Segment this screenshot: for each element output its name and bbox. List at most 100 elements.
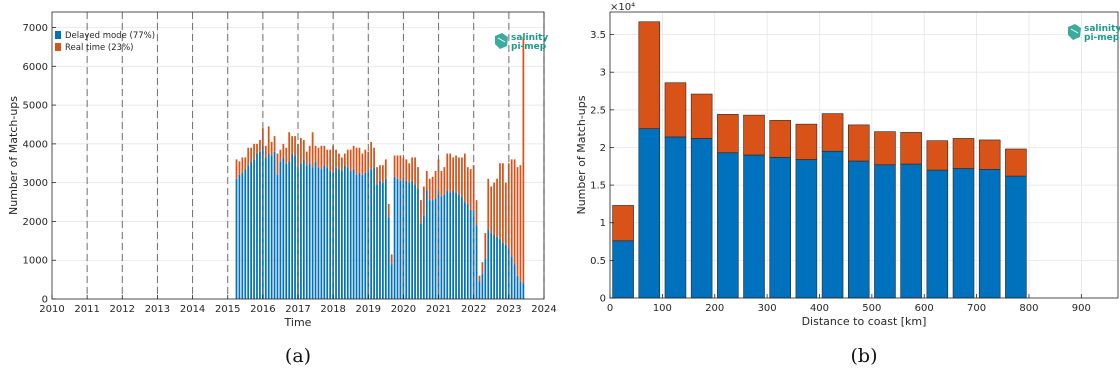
bar-realtime-a bbox=[256, 143, 258, 154]
bar-delayed-a bbox=[396, 178, 399, 299]
bar-delayed-a bbox=[235, 178, 238, 299]
y-tick-label-a: 1000 bbox=[23, 256, 48, 267]
bar-realtime-a bbox=[282, 143, 285, 158]
bar-realtime-a bbox=[466, 167, 469, 204]
bar-delayed-a bbox=[493, 235, 495, 299]
x-tick-label-a: 2020 bbox=[391, 304, 416, 315]
panel-label-a: (a) bbox=[285, 345, 311, 367]
bar-delayed-a bbox=[317, 167, 320, 299]
bar-realtime-a bbox=[270, 141, 273, 156]
y-tick-label-a: 7000 bbox=[23, 23, 48, 34]
bar-realtime-a bbox=[267, 126, 270, 154]
bar-delayed-b bbox=[664, 136, 687, 299]
bar-realtime-b bbox=[821, 113, 844, 152]
bar-delayed-a bbox=[475, 225, 478, 299]
bar-delayed-a bbox=[393, 176, 396, 299]
bar-realtime-a bbox=[522, 37, 525, 284]
bar-delayed-a bbox=[364, 172, 367, 299]
legend-a: Delayed mode (77%) Real time (23%) bbox=[55, 31, 155, 53]
bar-realtime-a bbox=[253, 143, 255, 160]
logo-text-line1: salinity bbox=[1084, 24, 1120, 34]
bar-delayed-a bbox=[343, 165, 346, 299]
bar-realtime-a bbox=[341, 157, 343, 172]
bar-realtime-a bbox=[463, 153, 466, 203]
y-tick-label-b: 2.5 bbox=[590, 105, 606, 116]
bar-delayed-a bbox=[238, 174, 241, 299]
bar-delayed-a bbox=[507, 248, 510, 299]
bar-realtime-a bbox=[437, 159, 440, 191]
x-tick-label-a: 2018 bbox=[320, 304, 345, 315]
bar-delayed-a bbox=[513, 264, 516, 299]
bar-realtime-a bbox=[458, 157, 460, 195]
bar-delayed-b bbox=[717, 152, 739, 299]
bar-realtime-a bbox=[317, 147, 320, 168]
bar-delayed-b bbox=[743, 154, 765, 299]
bar-delayed-a bbox=[279, 161, 282, 299]
bar-delayed-a bbox=[370, 169, 373, 299]
bar-delayed-a bbox=[463, 202, 466, 299]
bar-delayed-a bbox=[504, 244, 507, 299]
y-tick-label-a: 2000 bbox=[23, 217, 48, 228]
bar-realtime-a bbox=[417, 167, 419, 189]
bar-delayed-a bbox=[487, 229, 490, 299]
bar-delayed-a bbox=[259, 151, 261, 299]
bar-delayed-a bbox=[484, 258, 487, 299]
bar-delayed-a bbox=[443, 194, 446, 299]
bar-realtime-a bbox=[490, 186, 493, 234]
bar-realtime-a bbox=[305, 151, 308, 166]
bar-realtime-a bbox=[496, 178, 498, 237]
bar-realtime-b bbox=[795, 123, 818, 160]
bar-realtime-a bbox=[264, 145, 267, 158]
bar-realtime-a bbox=[516, 167, 519, 276]
bar-delayed-b bbox=[1005, 175, 1027, 299]
bar-realtime-a bbox=[478, 275, 481, 282]
bar-delayed-a bbox=[390, 264, 393, 299]
bar-delayed-a bbox=[305, 165, 308, 299]
bar-realtime-b bbox=[612, 205, 634, 242]
x-tick-label-b: 800 bbox=[1019, 303, 1038, 314]
bar-delayed-a bbox=[341, 171, 343, 299]
bar-realtime-a bbox=[405, 159, 408, 181]
x-tick-label-b: 0 bbox=[607, 303, 613, 314]
x-tick-label-b: 500 bbox=[862, 303, 881, 314]
x-tick-label-a: 2010 bbox=[39, 304, 64, 315]
x-tick-label-a: 2021 bbox=[426, 304, 451, 315]
bar-delayed-a bbox=[241, 172, 244, 299]
y-tick-label-a: 3000 bbox=[23, 178, 48, 189]
x-tick-label-a: 2023 bbox=[496, 304, 521, 315]
bar-realtime-b bbox=[1005, 148, 1027, 177]
bar-delayed-a bbox=[490, 233, 493, 299]
bar-delayed-a bbox=[455, 192, 457, 299]
bar-delayed-a bbox=[422, 215, 425, 299]
logo-vein-icon bbox=[497, 37, 506, 43]
bar-delayed-b bbox=[874, 164, 896, 299]
bar-realtime-a bbox=[469, 169, 472, 210]
bar-delayed-a bbox=[469, 209, 472, 299]
bar-realtime-b bbox=[952, 138, 975, 169]
bar-realtime-a bbox=[428, 178, 431, 201]
bar-delayed-a bbox=[326, 167, 329, 299]
x-tick-label-b: 600 bbox=[915, 303, 934, 314]
bar-delayed-a bbox=[253, 159, 255, 299]
bar-realtime-a bbox=[425, 171, 428, 191]
bar-delayed-a bbox=[420, 223, 422, 299]
bar-realtime-a bbox=[487, 178, 490, 230]
bar-realtime-a bbox=[443, 167, 446, 195]
bar-realtime-a bbox=[387, 203, 390, 218]
bar-delayed-a bbox=[358, 172, 361, 299]
bar-realtime-a bbox=[513, 159, 516, 265]
bar-delayed-a bbox=[408, 182, 411, 299]
bar-delayed-a bbox=[519, 281, 522, 299]
bar-delayed-a bbox=[414, 184, 416, 299]
bar-delayed-b bbox=[978, 169, 1001, 299]
bar-realtime-a bbox=[370, 141, 373, 170]
bar-realtime-b bbox=[664, 82, 687, 138]
bar-delayed-b bbox=[638, 128, 661, 299]
bar-realtime-b bbox=[769, 120, 791, 158]
bar-realtime-a bbox=[420, 200, 422, 224]
bar-realtime-a bbox=[343, 153, 346, 166]
y-tick-label-b: 3 bbox=[600, 68, 606, 79]
bar-realtime-a bbox=[338, 153, 340, 170]
